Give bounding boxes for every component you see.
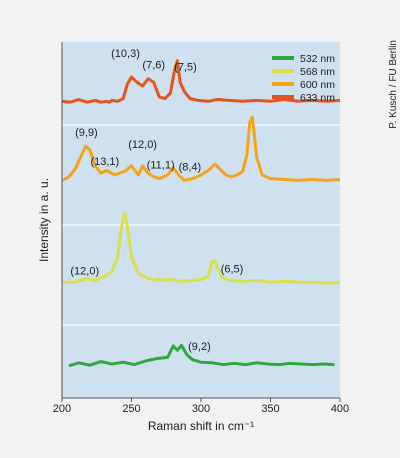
series-line-532-nm — [68, 343, 335, 368]
peak-annotation: (9,9) — [75, 127, 98, 139]
series-line-568-nm — [62, 212, 341, 285]
peak-annotation: (11,1) — [147, 160, 175, 172]
series-lines — [61, 59, 341, 368]
series-line-633-nm — [61, 59, 341, 104]
legend-label: 532 nm — [300, 53, 335, 65]
x-tick-label: 250 — [122, 403, 140, 415]
annotations: (10,3)(7,6) (7,5) (9,9) (13,1) (12,0) (11,1) (… — [70, 48, 243, 353]
legend-label: 568 nm — [300, 66, 335, 78]
x-tick-label: 350 — [261, 403, 279, 415]
x-tick-label: 400 — [331, 403, 349, 415]
series-line-600-nm — [61, 115, 341, 182]
peak-annotation: (7,5) — [174, 61, 197, 73]
x-tick-labels: 200 250 300 350 400 — [53, 398, 349, 415]
grid-lines — [62, 124, 340, 326]
peak-annotation: (6,5) — [221, 263, 244, 275]
x-tick-label: 300 — [192, 403, 210, 415]
x-axis-label: Raman shift in cm⁻¹ — [148, 419, 254, 433]
y-axis-label: Intensity in a. u. — [37, 178, 51, 262]
legend-label: 633 nm — [300, 92, 335, 104]
legend-label: 600 nm — [300, 79, 335, 91]
peak-annotation: (7,6) — [142, 59, 165, 71]
peak-annotation: (13,1) — [90, 156, 119, 168]
peak-annotation: (10,3) — [111, 48, 140, 60]
peak-annotation: (12,0) — [70, 265, 99, 277]
peak-annotation: (8,4) — [179, 162, 202, 174]
x-tick-label: 200 — [53, 403, 71, 415]
peak-annotation: (12,0) — [128, 139, 157, 151]
peak-annotation: (9,2) — [188, 341, 211, 353]
